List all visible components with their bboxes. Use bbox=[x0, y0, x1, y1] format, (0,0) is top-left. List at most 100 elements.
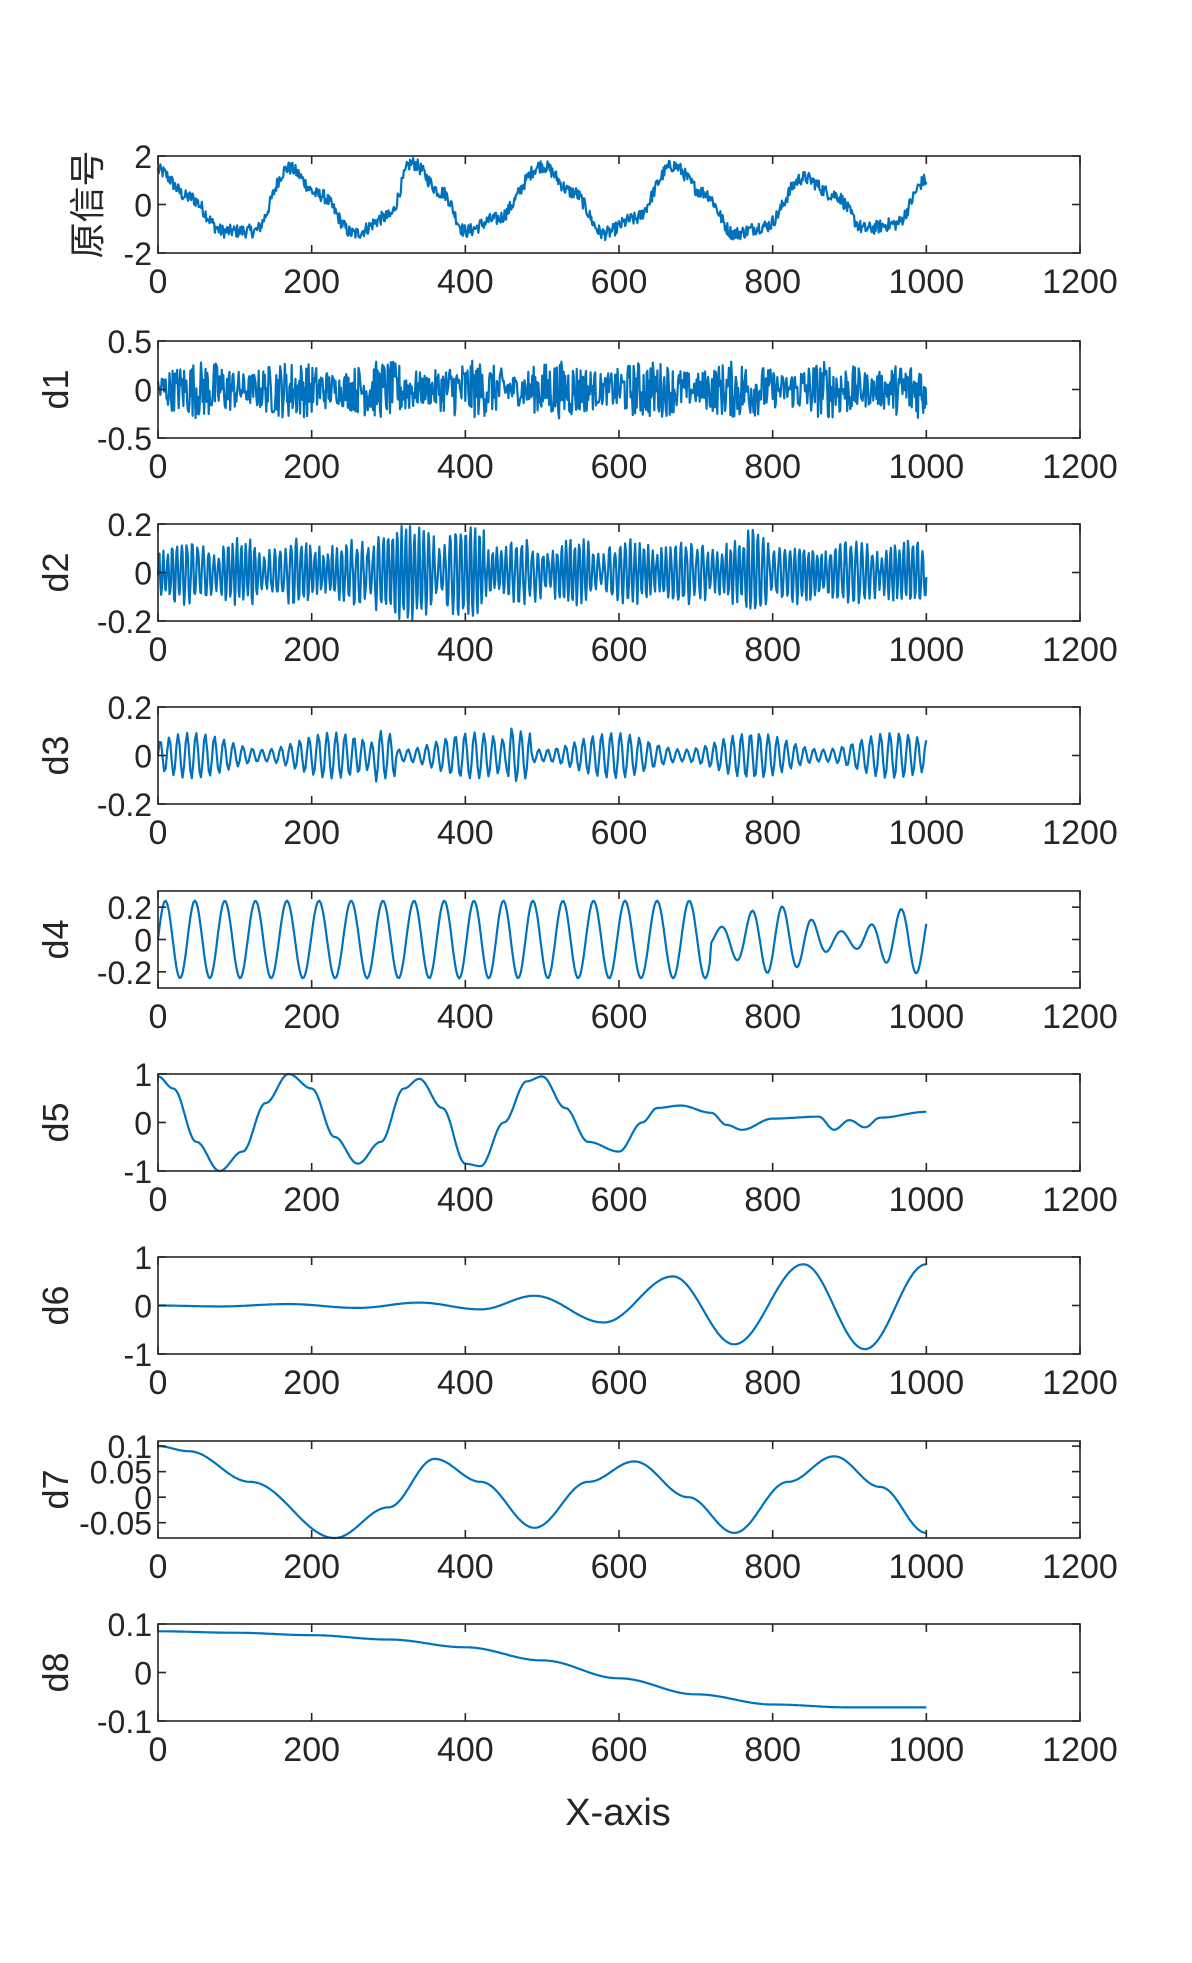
x-tick-label: 0 bbox=[149, 814, 168, 852]
x-tick-label: 600 bbox=[591, 814, 648, 852]
y-tick-label: -0.1 bbox=[97, 1704, 152, 1740]
x-axis-label: X-axis bbox=[565, 1792, 671, 1834]
x-tick-label: 200 bbox=[283, 998, 340, 1036]
x-tick-label: 800 bbox=[744, 814, 801, 852]
y-tick-label: 0 bbox=[134, 1289, 152, 1325]
y-tick-label: 0.1 bbox=[108, 1607, 152, 1643]
y-axis-label: d6 bbox=[35, 1285, 76, 1325]
x-tick-label: 200 bbox=[283, 1731, 340, 1769]
x-tick-label: 800 bbox=[744, 1731, 801, 1769]
y-axis-label: d4 bbox=[35, 919, 76, 959]
x-tick-label: 400 bbox=[437, 263, 494, 301]
x-tick-label: 1000 bbox=[889, 1364, 965, 1402]
x-tick-label: 800 bbox=[744, 631, 801, 669]
x-tick-label: 200 bbox=[283, 631, 340, 669]
y-tick-label: 0.1 bbox=[108, 1429, 152, 1465]
x-tick-label: 400 bbox=[437, 814, 494, 852]
x-tick-label: 1200 bbox=[1042, 998, 1118, 1036]
x-tick-label: 400 bbox=[437, 1181, 494, 1219]
y-tick-label: 1 bbox=[134, 1057, 152, 1093]
y-tick-label: 0.2 bbox=[108, 890, 152, 926]
x-tick-label: 600 bbox=[591, 263, 648, 301]
y-tick-label: -1 bbox=[124, 1154, 152, 1190]
y-axis-label: d5 bbox=[35, 1102, 76, 1142]
x-tick-label: 800 bbox=[744, 448, 801, 486]
y-tick-label: -1 bbox=[124, 1337, 152, 1373]
x-tick-label: 1000 bbox=[889, 998, 965, 1036]
axes-box-4 bbox=[157, 890, 1081, 989]
x-tick-label: 600 bbox=[591, 998, 648, 1036]
x-tick-label: 0 bbox=[149, 263, 168, 301]
x-tick-label: 400 bbox=[437, 1548, 494, 1586]
series-line-0 bbox=[156, 156, 928, 242]
x-tick-label: 0 bbox=[149, 1181, 168, 1219]
y-tick-label: 2 bbox=[134, 139, 152, 175]
x-tick-label: 600 bbox=[591, 1548, 648, 1586]
y-tick-label: 0.2 bbox=[108, 507, 152, 543]
x-tick-label: 1200 bbox=[1042, 448, 1118, 486]
x-tick-label: 200 bbox=[283, 1181, 340, 1219]
x-tick-label: 600 bbox=[591, 1364, 648, 1402]
x-tick-label: 800 bbox=[744, 263, 801, 301]
x-tick-label: 600 bbox=[591, 631, 648, 669]
y-tick-label: -0.2 bbox=[97, 955, 152, 991]
y-tick-label: 1 bbox=[134, 1240, 152, 1276]
x-tick-label: 800 bbox=[744, 1181, 801, 1219]
series-line-7 bbox=[158, 1445, 927, 1540]
x-tick-label: 1000 bbox=[889, 263, 965, 301]
subplot-2: 0 200 400 600 800 1000 1200-0.200.2d2 bbox=[35, 507, 1118, 669]
y-tick-label: 0 bbox=[134, 923, 152, 959]
axes-box-6 bbox=[157, 1256, 1081, 1355]
x-tick-label: 1000 bbox=[889, 631, 965, 669]
x-tick-label: 800 bbox=[744, 1364, 801, 1402]
y-tick-label: 0.05 bbox=[90, 1455, 152, 1491]
y-tick-label: 0 bbox=[134, 556, 152, 592]
y-tick-label: 0 bbox=[134, 1480, 152, 1516]
x-tick-label: 0 bbox=[149, 448, 168, 486]
y-tick-label: -0.05 bbox=[79, 1506, 152, 1542]
x-tick-label: 200 bbox=[283, 263, 340, 301]
series-line-6 bbox=[158, 1263, 927, 1351]
x-tick-label: 600 bbox=[591, 448, 648, 486]
x-tick-label: 1200 bbox=[1042, 814, 1118, 852]
y-tick-label: 0.2 bbox=[108, 690, 152, 726]
x-tick-label: 1200 bbox=[1042, 1731, 1118, 1769]
x-tick-label: 1200 bbox=[1042, 263, 1118, 301]
x-tick-label: 1000 bbox=[889, 1181, 965, 1219]
y-axis-label: d2 bbox=[35, 552, 76, 592]
x-tick-label: 200 bbox=[283, 1364, 340, 1402]
x-tick-label: 800 bbox=[744, 998, 801, 1036]
x-tick-label: 1200 bbox=[1042, 1181, 1118, 1219]
series-line-5 bbox=[157, 1072, 927, 1173]
subplot-4: 0 200 400 600 800 1000 1200-0.200.2d4 bbox=[35, 890, 1118, 1036]
x-tick-label: 400 bbox=[437, 1731, 494, 1769]
x-tick-label: 400 bbox=[437, 1364, 494, 1402]
y-tick-label: 0 bbox=[134, 1656, 152, 1692]
y-tick-label: -0.5 bbox=[97, 421, 152, 457]
subplot-8: 0 200 400 600 800 1000 1200-0.100.1d8 bbox=[35, 1607, 1118, 1769]
series-line-1 bbox=[156, 359, 928, 420]
series-line-3 bbox=[156, 727, 928, 783]
subplot-1: 0 200 400 600 800 1000 1200-0.500.5d1 bbox=[35, 324, 1118, 486]
y-axis-label: 原信号 bbox=[67, 150, 108, 258]
y-tick-label: 0 bbox=[134, 739, 152, 775]
x-tick-label: 1000 bbox=[889, 814, 965, 852]
series-line-2 bbox=[156, 525, 928, 622]
y-tick-label: 0.5 bbox=[108, 324, 152, 360]
x-tick-label: 1000 bbox=[889, 1548, 965, 1586]
x-tick-label: 0 bbox=[149, 1548, 168, 1586]
y-tick-label: -0.2 bbox=[97, 787, 152, 823]
x-tick-label: 800 bbox=[744, 1548, 801, 1586]
x-tick-label: 600 bbox=[591, 1181, 648, 1219]
x-tick-label: 400 bbox=[437, 448, 494, 486]
y-tick-label: 0 bbox=[134, 188, 152, 224]
x-tick-label: 400 bbox=[437, 998, 494, 1036]
x-tick-label: 1200 bbox=[1042, 631, 1118, 669]
y-tick-label: 0 bbox=[134, 1106, 152, 1142]
y-tick-label: 0 bbox=[134, 373, 152, 409]
